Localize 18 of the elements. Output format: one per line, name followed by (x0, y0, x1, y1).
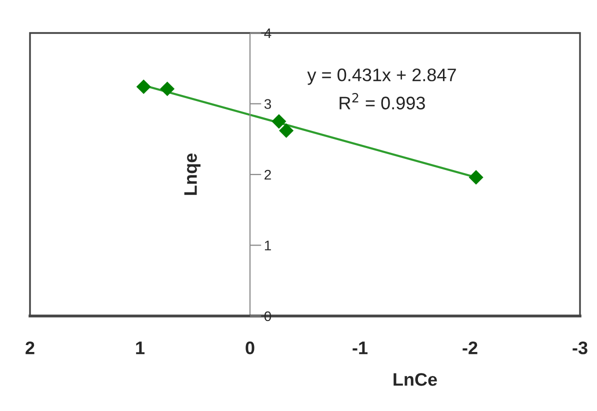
x-tick-label: 2 (26, 341, 34, 354)
point (279, 123, 294, 138)
x-tick-label: -1 (352, 342, 368, 354)
point (136, 79, 151, 94)
y-axis-title: Lnqe (184, 154, 200, 195)
annotation: y = 0.431x + 2.847 (307, 68, 456, 85)
y-tick-label: 1 (264, 240, 271, 250)
x-tick-label: -3 (572, 341, 588, 354)
annotation: R$^{2}$ = 0.993 (340, 92, 425, 110)
x-tick-label: 0 (246, 341, 254, 354)
point (468, 170, 484, 185)
y-tick-label: 3 (264, 99, 272, 109)
y-tick-label: 2 (264, 170, 271, 180)
x-axis-title: LnCe (394, 373, 437, 386)
x-tick-label: -2 (462, 341, 478, 354)
x-tick-label: 1 (136, 342, 145, 354)
point (272, 114, 286, 129)
point (160, 82, 175, 96)
